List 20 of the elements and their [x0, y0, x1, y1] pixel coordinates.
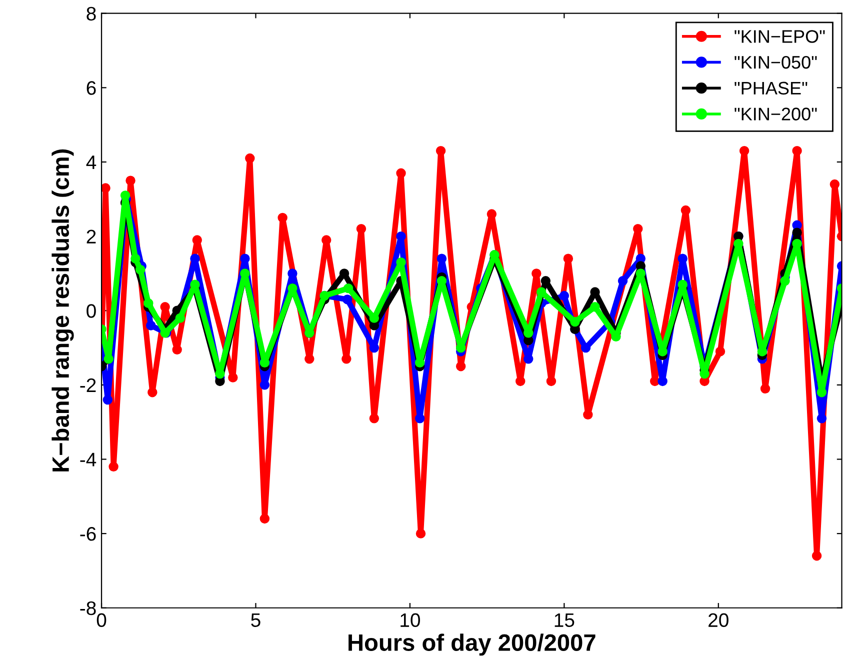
- legend-label: "KIN−EPO": [734, 30, 825, 43]
- y-tick-label: -6: [80, 527, 96, 541]
- y-tick-label: 4: [86, 156, 96, 170]
- y-tick-label: -8: [80, 601, 96, 616]
- x-tick-label: 15: [554, 613, 574, 628]
- legend-label: "PHASE": [734, 82, 808, 95]
- x-axis-title: Hours of day 200/2007: [348, 634, 596, 656]
- x-tick-label: 5: [251, 613, 260, 628]
- x-tick-label: 10: [400, 613, 420, 628]
- x-tick-label: 20: [708, 613, 728, 628]
- y-axis-title: K−band range residuals (cm): [52, 149, 74, 472]
- legend-label: "KIN−200": [734, 108, 817, 120]
- y-tick-label: -2: [80, 378, 96, 392]
- y-tick-label: 6: [86, 81, 96, 95]
- x-tick-label: 0: [96, 613, 106, 628]
- y-tick-label: 0: [86, 304, 96, 318]
- legend-label: "KIN−050": [734, 56, 817, 69]
- y-tick-label: -4: [80, 452, 96, 466]
- y-tick-label: 2: [86, 230, 96, 244]
- y-tick-label: 8: [86, 6, 96, 21]
